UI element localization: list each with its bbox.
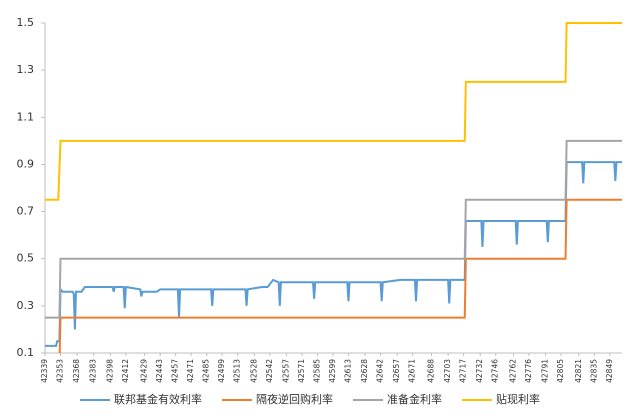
x-tick-label: 42688 <box>427 359 436 383</box>
x-tick-label: 42542 <box>265 359 274 383</box>
x-tick-label: 42443 <box>155 359 164 383</box>
y-tick-label: 0.5 <box>17 252 35 265</box>
x-tick-label: 42628 <box>360 359 369 383</box>
x-tick-label: 42613 <box>343 359 352 383</box>
x-tick-label: 42849 <box>605 359 614 383</box>
x-tick-label: 42513 <box>233 359 242 383</box>
x-tick-label: 42585 <box>312 359 321 383</box>
y-tick-label: 0.7 <box>17 205 35 218</box>
x-tick-label: 42805 <box>556 359 565 383</box>
plot-area <box>45 22 622 353</box>
x-tick-label: 42821 <box>574 359 583 383</box>
legend-label: 贴现利率 <box>496 392 540 406</box>
legend-label: 隔夜逆回购利率 <box>256 392 333 406</box>
x-tick-label: 42499 <box>217 359 226 383</box>
x-tick-label: 42398 <box>105 359 114 383</box>
x-tick-label: 42471 <box>186 359 195 383</box>
y-tick-label: 0.9 <box>17 157 35 170</box>
x-tick-label: 42642 <box>376 359 385 383</box>
x-tick-label: 42732 <box>475 359 484 383</box>
y-tick-label: 1.3 <box>17 63 35 76</box>
y-tick-label: 0.3 <box>17 299 35 312</box>
x-tick-label: 42657 <box>392 359 401 383</box>
x-tick-label: 42528 <box>249 359 258 383</box>
series-line <box>45 22 622 201</box>
x-tick-label: 42339 <box>40 359 49 383</box>
x-tick-label: 42835 <box>589 359 598 383</box>
x-tick-label: 42353 <box>56 359 65 383</box>
x-tick-label: 42557 <box>281 359 290 383</box>
x-tick-label: 42412 <box>121 359 130 383</box>
x-tick-label: 42762 <box>508 359 517 383</box>
series-line <box>58 198 622 353</box>
y-tick-label: 0.1 <box>17 346 35 359</box>
x-tick-label: 42717 <box>459 359 468 383</box>
legend-label: 准备金利率 <box>387 392 442 406</box>
series-line <box>45 161 622 347</box>
x-tick-label: 42457 <box>171 359 180 383</box>
x-tick-label: 42368 <box>72 359 81 383</box>
x-tick-label: 42703 <box>443 359 452 383</box>
x-tick-label: 42599 <box>328 359 337 383</box>
x-tick-label: 42485 <box>202 359 211 383</box>
x-tick-label: 42383 <box>89 359 98 383</box>
x-tick-label: 42671 <box>408 359 417 383</box>
x-tick-label: 42746 <box>491 359 500 383</box>
x-tick-label: 42571 <box>297 359 306 383</box>
y-tick-label: 1.1 <box>17 110 35 123</box>
x-tick-label: 42776 <box>524 359 533 383</box>
series-line <box>45 139 622 319</box>
legend-label: 联邦基金有效利率 <box>114 392 202 406</box>
y-tick-label: 1.5 <box>17 16 35 29</box>
x-tick-label: 42429 <box>140 359 149 383</box>
x-tick-label: 42791 <box>541 359 550 383</box>
